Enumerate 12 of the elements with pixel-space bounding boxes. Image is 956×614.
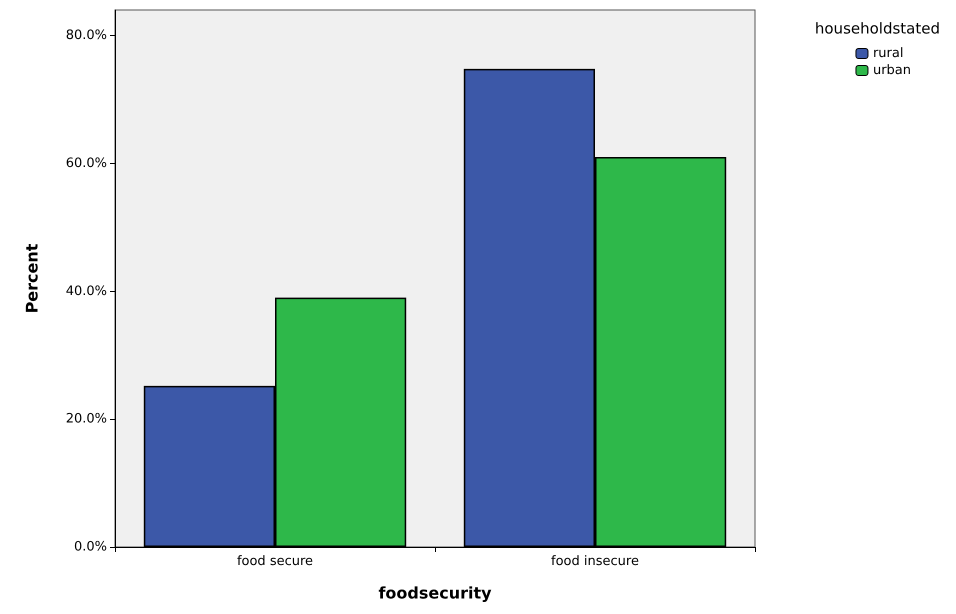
y-tick-label: 80.0%: [66, 28, 107, 44]
x-axis-title: foodsecurity: [378, 584, 492, 602]
x-tick-label: food insecure: [551, 554, 639, 569]
legend-label: urban: [872, 63, 912, 78]
legend-label: rural: [872, 46, 904, 61]
y-tick-label: 40.0%: [66, 284, 107, 299]
y-axis-title: Percent: [22, 243, 42, 314]
y-tick-label: 20.0%: [66, 412, 107, 427]
y-tick-label: 60.0%: [66, 156, 107, 171]
x-tick-label: food secure: [236, 554, 314, 569]
legend-title: householdstated: [814, 20, 940, 38]
y-tick-label: 0.0%: [74, 540, 107, 554]
